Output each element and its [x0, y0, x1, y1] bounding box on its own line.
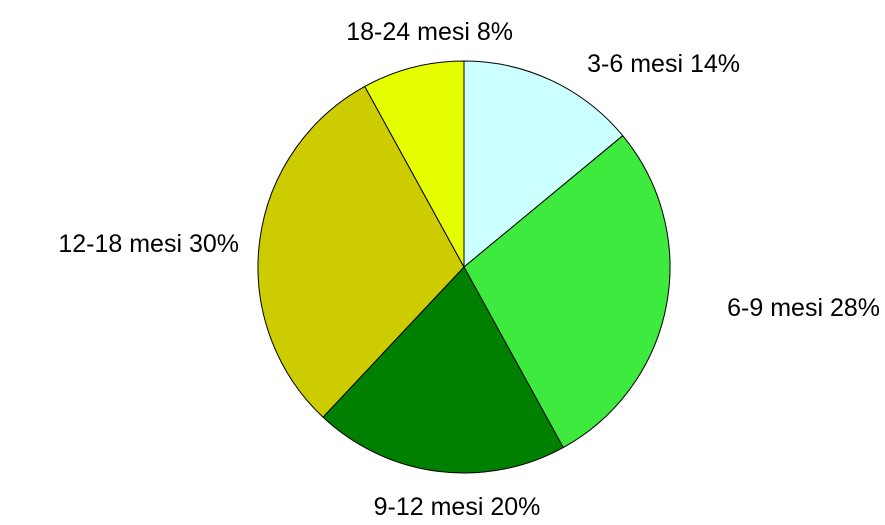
pie-slice-label-1: 3-6 mesi 14% — [587, 50, 740, 78]
pie-slice-label-3: 9-12 mesi 20% — [374, 493, 541, 521]
pie-slice-label-4: 12-18 mesi 30% — [58, 230, 239, 258]
pie-labels: 3-6 mesi 14% 6-9 mesi 28% 9-12 mesi 20% 12-… — [58, 18, 880, 521]
pie-slice-3 — [322, 266, 564, 474]
pie-slices — [257, 60, 671, 474]
pie-slice-label-5: 18-24 mesi 8% — [346, 18, 513, 46]
pie-slice-1 — [463, 60, 624, 269]
pie-slice-5 — [364, 60, 465, 268]
pie-slice-4 — [257, 85, 465, 418]
pie-slice-label-2: 6-9 mesi 28% — [727, 294, 880, 322]
pie-slice-2 — [463, 134, 671, 449]
